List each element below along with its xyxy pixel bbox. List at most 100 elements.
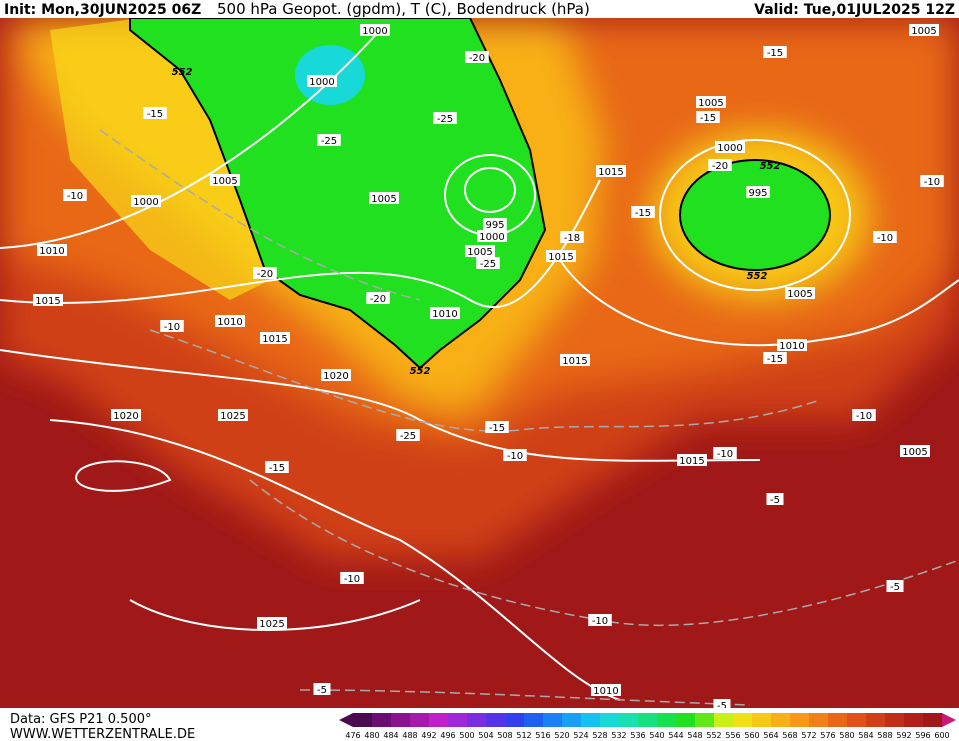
contour-label: 1000 xyxy=(133,197,158,208)
label-box xyxy=(631,206,655,218)
colorbar-label: 540 xyxy=(649,731,664,740)
contour-labels: 1000 1000 552 -15 1005 -10 1000 1010 1015 -10 1010… xyxy=(33,24,944,708)
label-box xyxy=(37,244,67,256)
colorbar-label: 600 xyxy=(934,731,949,740)
colorbar-swatch xyxy=(695,713,715,727)
label-box xyxy=(210,174,240,186)
label-box xyxy=(560,354,590,366)
colorbar-label: 572 xyxy=(801,731,816,740)
label-box xyxy=(920,175,944,187)
colorbar-label: 548 xyxy=(687,731,702,740)
contour-label: -10 xyxy=(67,191,83,202)
label-box xyxy=(503,449,527,461)
colorbar-swatch xyxy=(543,713,563,727)
colorbar-swatch xyxy=(448,713,468,727)
colorbar-swatch xyxy=(486,713,506,727)
colorbar-swatch xyxy=(714,713,734,727)
contour-label: 1005 xyxy=(787,289,812,300)
label-box xyxy=(546,250,576,262)
colorbar-label: 508 xyxy=(497,731,512,740)
colorbar-arrow-right xyxy=(942,713,956,727)
label-box xyxy=(160,320,184,332)
contour-label: 552 xyxy=(410,366,431,377)
colorbar-label: 536 xyxy=(630,731,645,740)
contour-label: -20 xyxy=(257,269,273,280)
colorbar-swatch xyxy=(600,713,620,727)
label-box xyxy=(708,159,732,171)
colorbar: 476 480 484 488 492 496 500 504 508 512 516 520 524 5… xyxy=(339,713,956,740)
colorbar-label: 580 xyxy=(839,731,854,740)
colorbar-label: 476 xyxy=(345,731,360,740)
label-box xyxy=(763,352,787,364)
valid-time: Valid: Tue,01JUL2025 12Z xyxy=(754,2,955,18)
contour-label: -15 xyxy=(489,423,505,434)
contour-label: 1025 xyxy=(220,411,245,422)
label-box xyxy=(340,572,364,584)
contour-label: -15 xyxy=(269,463,285,474)
label-box xyxy=(131,195,161,207)
contour-label: 1010 xyxy=(39,246,64,257)
contour-label: 1010 xyxy=(593,686,618,697)
label-box xyxy=(265,461,289,473)
contour-label: -25 xyxy=(480,259,496,270)
colorbar-swatch xyxy=(809,713,829,727)
label-box xyxy=(777,339,807,351)
colorbar-label: 488 xyxy=(402,731,417,740)
contour-label: 1005 xyxy=(911,26,936,37)
colorbar-label: 496 xyxy=(440,731,455,740)
contour-label: -20 xyxy=(469,53,485,64)
contour-label: -10 xyxy=(507,451,523,462)
label-box xyxy=(696,96,726,108)
label-box xyxy=(465,51,489,63)
label-box xyxy=(366,292,390,304)
label-box xyxy=(317,134,341,146)
contour-label: 1010 xyxy=(217,317,242,328)
label-box xyxy=(696,111,720,123)
colorbar-swatch xyxy=(638,713,658,727)
colorbar-swatch xyxy=(828,713,848,727)
label-box xyxy=(560,231,584,243)
colorbar-swatch xyxy=(847,713,867,727)
contour-label: -15 xyxy=(767,354,783,365)
contour-label: 1015 xyxy=(679,456,704,467)
label-box xyxy=(253,267,277,279)
label-box xyxy=(677,454,707,466)
colorbar-label: 480 xyxy=(364,731,379,740)
contour-label: -10 xyxy=(164,322,180,333)
colorbar-swatch xyxy=(885,713,905,727)
contour-label: 1005 xyxy=(467,247,492,258)
label-box xyxy=(218,409,248,421)
contour-label: 1000 xyxy=(479,232,504,243)
colorbar-label: 528 xyxy=(592,731,607,740)
contour-label: 1015 xyxy=(35,296,60,307)
contour-label: -25 xyxy=(321,136,337,147)
colorbar-swatch xyxy=(353,713,373,727)
label-box xyxy=(215,315,245,327)
colorbar-label: 552 xyxy=(706,731,721,740)
label-box xyxy=(307,75,337,87)
colorbar-swatch xyxy=(771,713,791,727)
colorbar-label: 592 xyxy=(896,731,911,740)
label-box xyxy=(260,332,290,344)
contour-label: -18 xyxy=(564,233,580,244)
map-field: 1000 1000 552 -15 1005 -10 1000 1010 1015 -10 1010… xyxy=(0,18,959,708)
contour-label: -15 xyxy=(700,113,716,124)
colorbar-label: 544 xyxy=(668,731,683,740)
contour-label: -20 xyxy=(370,294,386,305)
init-time: Init: Mon,30JUN2025 06Z xyxy=(4,2,201,18)
contour-label: -10 xyxy=(717,449,733,460)
contour-label: -10 xyxy=(856,411,872,422)
label-box xyxy=(465,245,495,257)
label-box xyxy=(111,409,141,421)
colorbar-swatch xyxy=(790,713,810,727)
contour-label: -25 xyxy=(437,114,453,125)
contour-label: 552 xyxy=(172,67,193,78)
contour-label: 1020 xyxy=(323,371,348,382)
contour-label: 1005 xyxy=(371,194,396,205)
contour-label: 552 xyxy=(747,271,768,282)
contour-label: -15 xyxy=(147,109,163,120)
contour-label: -20 xyxy=(712,161,728,172)
label-box xyxy=(886,580,904,592)
label-box xyxy=(476,257,500,269)
contour-label: -10 xyxy=(924,177,940,188)
